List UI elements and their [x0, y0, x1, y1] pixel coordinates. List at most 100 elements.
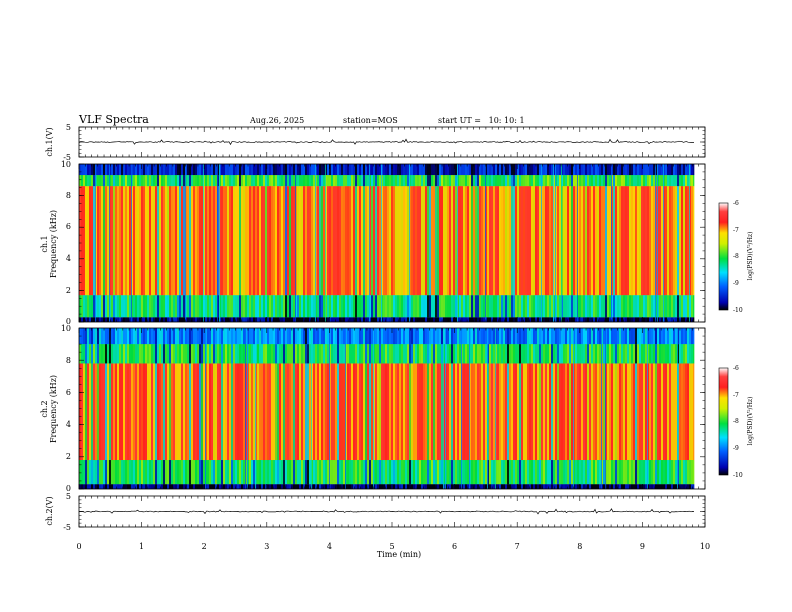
- ch1-spec-cell: [355, 164, 357, 176]
- ch2-spec-cell: [279, 328, 281, 345]
- ch2-spec-cell: [207, 344, 209, 364]
- ch2-spec-cell: [105, 484, 107, 489]
- ch2-spec-cell: [517, 344, 519, 364]
- ch2-spec-cell: [123, 484, 125, 489]
- ch1-spec-cell: [619, 175, 621, 187]
- ch2-spec-cell: [359, 484, 361, 489]
- ch2-spec-cell: [369, 328, 371, 345]
- ch2-spec-cell: [243, 363, 245, 461]
- ch2-spec-cell: [589, 460, 591, 485]
- ch1-spec-cell: [491, 186, 493, 296]
- ch1-spec-cell: [675, 175, 677, 187]
- ch2-spec-cell: [157, 344, 159, 364]
- ch1-spec-cell: [523, 186, 525, 296]
- ch1-spec-cell: [271, 164, 273, 176]
- ch2-spec-cell: [545, 344, 547, 364]
- ch1-spec-cell: [491, 295, 493, 318]
- ch2-spec-cell: [451, 484, 453, 489]
- ch2-spec-cell: [669, 344, 671, 364]
- ch2-spec-cell: [213, 363, 215, 461]
- ch1-spec-cell: [575, 186, 577, 296]
- ch2-spec-cell: [613, 460, 615, 485]
- ch1-spec-cell: [121, 295, 123, 318]
- ch1-spec-cell: [391, 295, 393, 318]
- ch1-spec-cell: [165, 295, 167, 318]
- ch2-spec-cell: [243, 484, 245, 489]
- ch2-spec-cell: [261, 484, 263, 489]
- ch1-spec-cell: [453, 175, 455, 187]
- ch2-spec-cell: [529, 460, 531, 485]
- ch1-spec-cell: [645, 164, 647, 176]
- ch2-spec-cell: [263, 344, 265, 364]
- ch1-spec-cell: [343, 295, 345, 318]
- ch2-spec-cell: [317, 484, 319, 489]
- ch2-spec-cell: [597, 484, 599, 489]
- ch1-spec-cell: [213, 186, 215, 296]
- ch1-spec-cell: [323, 295, 325, 318]
- ch2-spec-cell: [221, 328, 223, 345]
- ch2-spec-cell: [455, 344, 457, 364]
- ch1-spec-cell: [261, 317, 263, 322]
- ch1-spec-cell: [641, 295, 643, 318]
- ch1-spec-cell: [239, 317, 241, 322]
- ch1-spec-cell: [187, 317, 189, 322]
- ch1-spec-cell: [139, 295, 141, 318]
- ch2-spec-cell: [555, 328, 557, 345]
- ch1-spec-cell: [121, 317, 123, 322]
- ch1-spec-cell: [387, 317, 389, 322]
- ch2-spec-cell: [291, 344, 293, 364]
- ch1-spec-cell: [233, 186, 235, 296]
- ch1-spec-cell: [377, 164, 379, 176]
- ch2-spec-cell: [551, 344, 553, 364]
- ch2-spec-cell: [181, 363, 183, 461]
- ch2-spec-cell: [587, 484, 589, 489]
- ch2-spec-cell: [309, 460, 311, 485]
- ch1-spec-cell: [461, 164, 463, 176]
- ch1-spec-cell: [197, 164, 199, 176]
- ch1-spec-cell: [231, 295, 233, 318]
- ch2-spec-cell: [227, 344, 229, 364]
- time-tick-label-4: 4: [327, 542, 332, 551]
- ch2-spec-cell: [413, 484, 415, 489]
- ch2-spec-cell: [555, 344, 557, 364]
- ch2-spec-cell: [567, 328, 569, 345]
- ch2-spec-cell: [219, 484, 221, 489]
- ch1-spec-cell: [543, 295, 545, 318]
- ch1-spec-cell: [191, 295, 193, 318]
- ch1-spec-cell: [505, 175, 507, 187]
- ch2-spec-cell: [283, 328, 285, 345]
- ch2-spec-cell: [403, 484, 405, 489]
- ch2-spec-cell: [185, 328, 187, 345]
- ch2-spec-cell: [619, 363, 621, 461]
- ch1-spec-cell: [501, 164, 503, 176]
- ch1-spec-cell: [307, 164, 309, 176]
- ch2-spec-cell: [381, 328, 383, 345]
- ch1-spec-cell: [551, 186, 553, 296]
- ch2-spec-cell: [379, 344, 381, 364]
- ch1-spec-cell: [133, 317, 135, 322]
- ch2-spec-cell: [407, 484, 409, 489]
- time-tick-label-6: 6: [452, 542, 457, 551]
- ch2-spec-cell: [619, 460, 621, 485]
- ch2-spec-cell: [571, 484, 573, 489]
- ch2-spec-cell: [161, 344, 163, 364]
- ch2-spec-cell: [435, 363, 437, 461]
- ch1-spec-cell: [103, 295, 105, 318]
- ch2-spec-cell: [265, 460, 267, 485]
- ch2-spec-cell: [625, 484, 627, 489]
- ch2-spec-cell: [535, 363, 537, 461]
- ch2-spec-cell: [641, 328, 643, 345]
- ch2-spec-cell: [643, 328, 645, 345]
- ch2-spec-cell: [671, 460, 673, 485]
- ch2-spec-cell: [405, 484, 407, 489]
- ch2-spec-cell: [135, 363, 137, 461]
- ch1-spec-cell: [229, 295, 231, 318]
- ch2-spec-cell: [575, 363, 577, 461]
- ch1-spec-cell: [535, 164, 537, 176]
- ch1-spec-cell: [259, 295, 261, 318]
- ch1-ytick-10: 10: [61, 160, 71, 169]
- ch1-spec-cell: [89, 186, 91, 296]
- ch2-spec-cell: [353, 460, 355, 485]
- ch2-spec-sferic: [445, 328, 446, 489]
- ch2-spec-cell: [603, 460, 605, 485]
